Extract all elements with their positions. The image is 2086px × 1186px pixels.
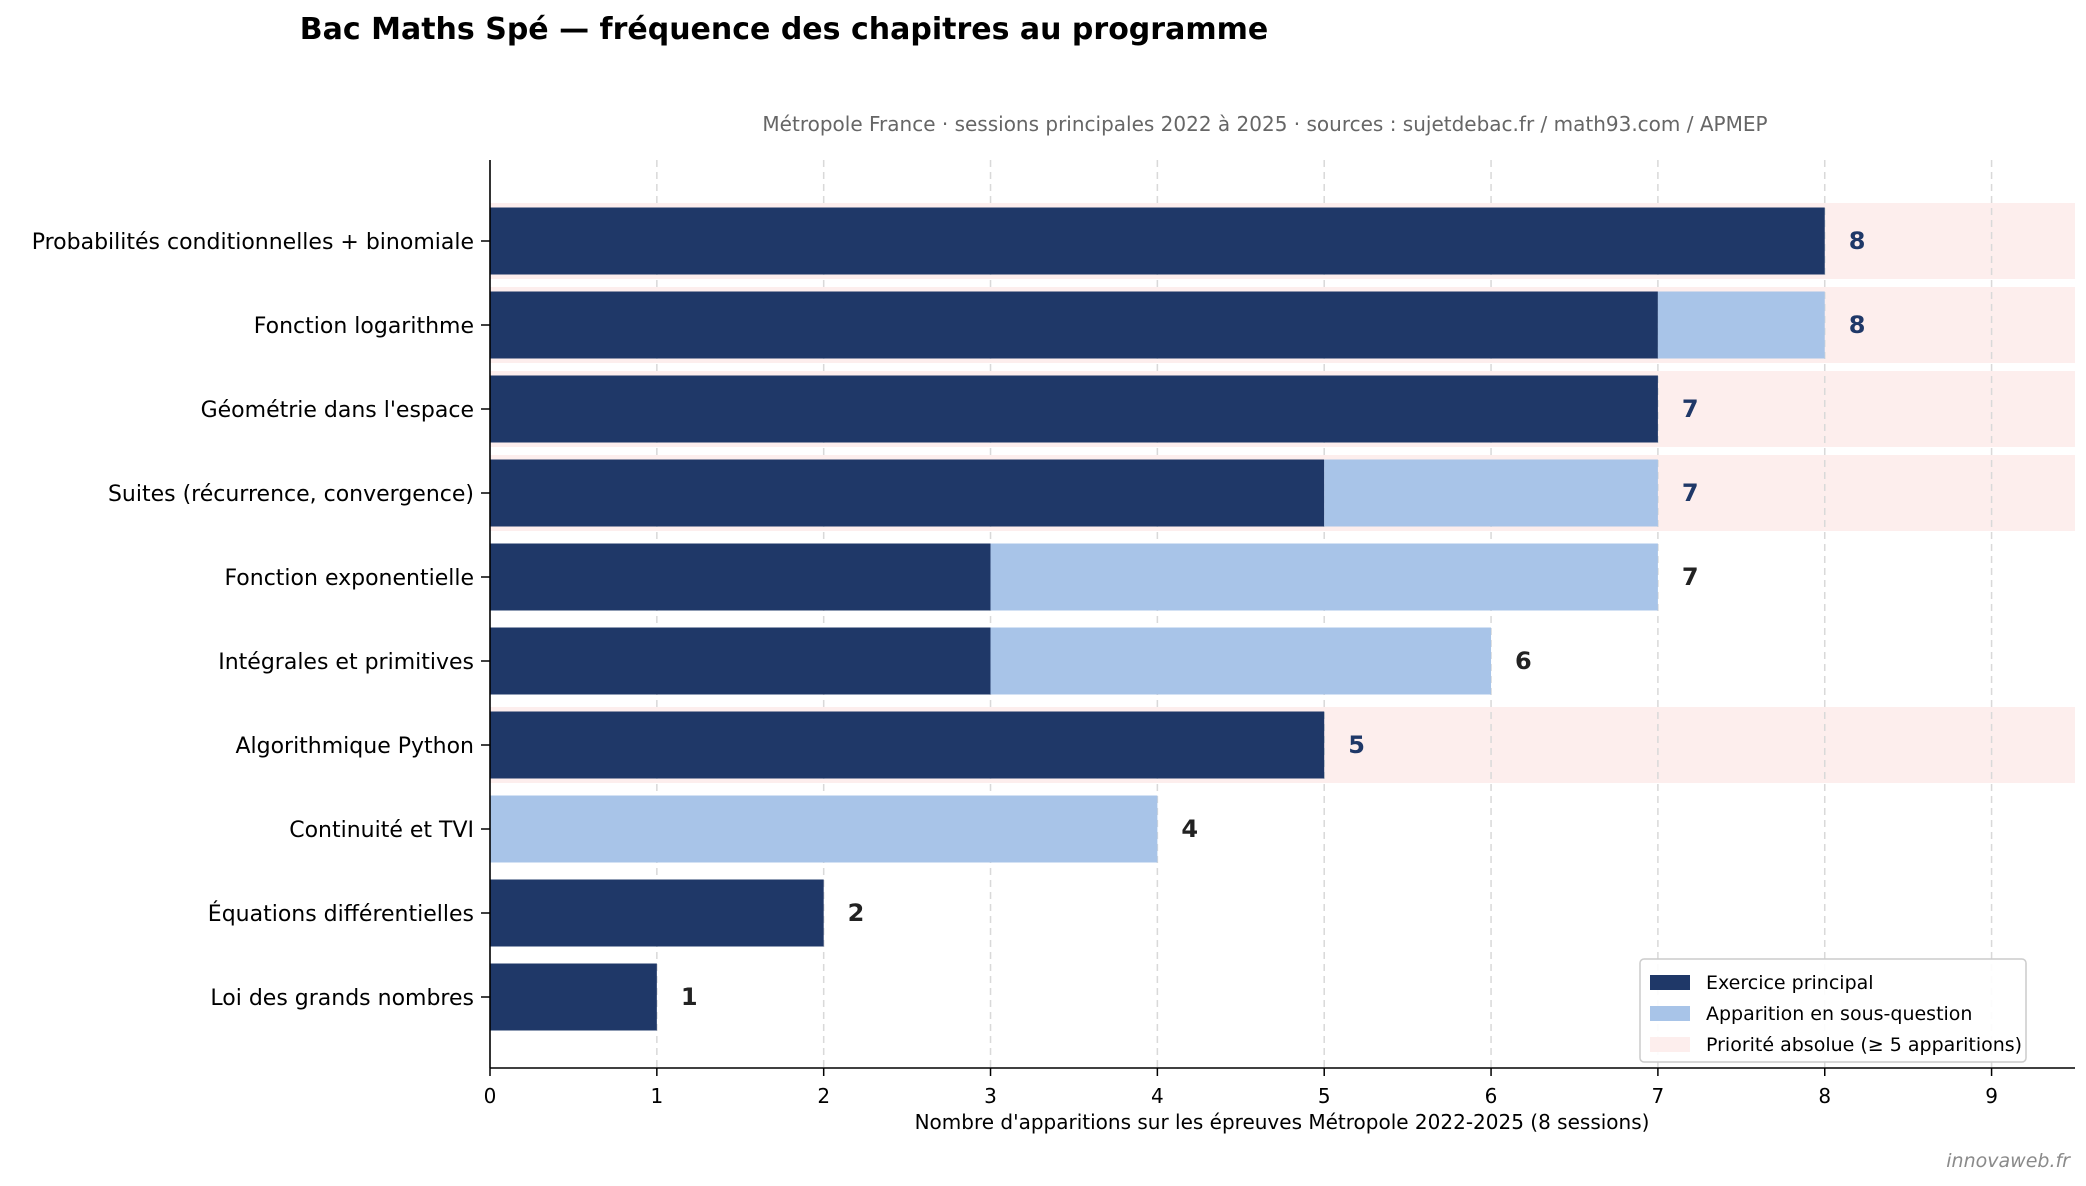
total-label: 5 xyxy=(1348,731,1365,759)
y-tick-label: Algorithmique Python xyxy=(235,734,474,759)
total-label: 7 xyxy=(1682,395,1699,423)
bar-sous-question xyxy=(1657,291,1825,359)
x-tick-label: 4 xyxy=(1151,1084,1164,1108)
y-tick-label: Intégrales et primitives xyxy=(218,650,474,675)
y-tick-label: Suites (récurrence, convergence) xyxy=(108,482,474,507)
legend-label: Exercice principal xyxy=(1706,972,1874,994)
x-tick-labels: 0 1 2 3 4 5 6 7 8 9 xyxy=(484,1068,1998,1108)
legend-label: Apparition en sous-question xyxy=(1706,1003,1972,1025)
legend-box xyxy=(1639,958,2027,1063)
total-label: 8 xyxy=(1849,227,1866,255)
y-tick-label: Probabilités conditionnelles + binomiale xyxy=(32,230,474,255)
total-labels: 8 8 7 7 7 6 5 4 2 1 xyxy=(681,227,1866,1011)
total-label: 4 xyxy=(1181,815,1198,843)
x-tick-label: 7 xyxy=(1652,1084,1665,1108)
bar-exercice-principal xyxy=(490,711,1325,779)
y-tick-label: Fonction exponentielle xyxy=(224,566,474,591)
bar-sous-question xyxy=(490,795,1158,863)
x-tick-label: 6 xyxy=(1485,1084,1498,1108)
chart-title: Bac Maths Spé — fréquence des chapitres … xyxy=(299,12,1269,47)
bar-exercice-principal xyxy=(490,627,991,695)
x-tick-label: 9 xyxy=(1985,1084,1998,1108)
bar-sous-question xyxy=(990,543,1658,611)
legend-swatch xyxy=(1650,1006,1690,1021)
total-label: 2 xyxy=(848,899,865,927)
y-tick-label: Continuité et TVI xyxy=(289,818,474,843)
bars xyxy=(490,207,1825,1031)
bar-sous-question xyxy=(1324,459,1658,527)
y-tick-label: Géométrie dans l'espace xyxy=(201,398,474,423)
legend: Exercice principal Apparition en sous-que… xyxy=(1639,958,2027,1063)
legend-swatch xyxy=(1650,1037,1690,1052)
axes xyxy=(489,160,2075,1069)
total-label: 7 xyxy=(1682,479,1699,507)
total-label: 6 xyxy=(1515,647,1532,675)
total-label: 8 xyxy=(1849,311,1866,339)
x-axis-label: Nombre d'apparitions sur les épreuves Mé… xyxy=(915,1110,1650,1134)
watermark: innovaweb.fr xyxy=(1946,1150,2070,1172)
x-tick-label: 1 xyxy=(650,1084,663,1108)
bar-exercice-principal xyxy=(490,879,824,947)
x-tick-label: 8 xyxy=(1818,1084,1831,1108)
x-tick-label: 0 xyxy=(484,1084,497,1108)
y-tick-label: Fonction logarithme xyxy=(254,314,474,339)
legend-label: Priorité absolue (≥ 5 apparitions) xyxy=(1706,1034,2022,1056)
bar-exercice-principal xyxy=(490,375,1658,443)
y-tick-label: Équations différentielles xyxy=(208,901,474,927)
x-tick-label: 5 xyxy=(1318,1084,1331,1108)
total-label: 1 xyxy=(681,983,698,1011)
bar-exercice-principal xyxy=(490,291,1658,359)
x-tick-label: 2 xyxy=(817,1084,830,1108)
chart-subtitle: Métropole France · sessions principales … xyxy=(762,112,1768,136)
bar-exercice-principal xyxy=(490,207,1825,275)
y-tick-labels: Probabilités conditionnelles + binomiale… xyxy=(32,230,490,1011)
total-label: 7 xyxy=(1682,563,1699,591)
x-tick-label: 3 xyxy=(984,1084,997,1108)
bar-sous-question xyxy=(990,627,1492,695)
bar-exercice-principal xyxy=(490,459,1325,527)
bar-exercice-principal xyxy=(490,543,991,611)
bar-exercice-principal xyxy=(490,963,657,1031)
legend-swatch xyxy=(1650,975,1690,990)
y-tick-label: Loi des grands nombres xyxy=(210,986,474,1011)
